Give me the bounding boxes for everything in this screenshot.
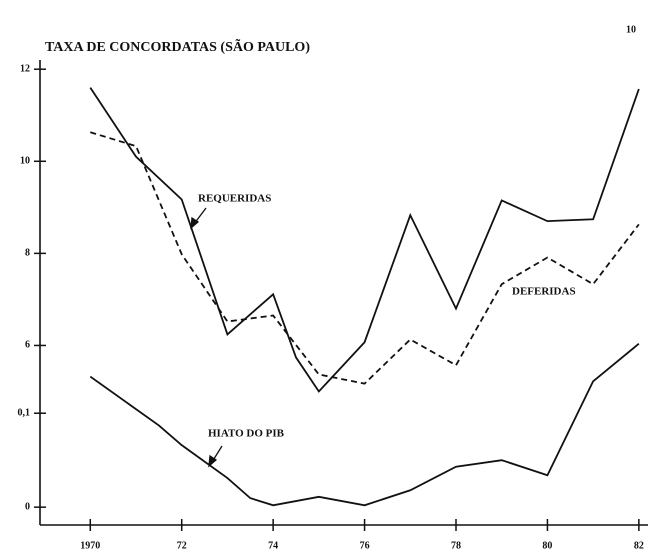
x-tick-label: 78 [451,540,461,551]
series-line [89,343,640,507]
page-number: 10 [626,24,636,35]
y-tick-label: 8 [25,248,30,259]
x-tick-label: 80 [542,540,552,551]
x-tick-label: 76 [360,540,370,551]
x-tick-label: 74 [268,540,278,551]
y-tick-label: 10 [20,156,30,167]
annotation: REQUERIDAS [198,193,271,205]
annotation: DEFERIDAS [512,286,576,298]
y-tick-label: 0,1 [18,408,31,419]
x-tick-label: 1970 [80,540,100,551]
y-tick-label: 6 [25,340,30,351]
series-line [90,131,640,385]
arrows [190,207,223,468]
chart-title: TAXA DE CONCORDATAS (SÃO PAULO) [45,37,310,55]
x-tick-label: 72 [177,540,187,551]
series-line [89,87,640,393]
annotation: HIATO DO PIB [208,428,285,440]
y-tick-label: 12 [20,64,30,75]
x-tick-label: 82 [634,540,644,551]
y-tick-label: 0 [25,501,30,512]
